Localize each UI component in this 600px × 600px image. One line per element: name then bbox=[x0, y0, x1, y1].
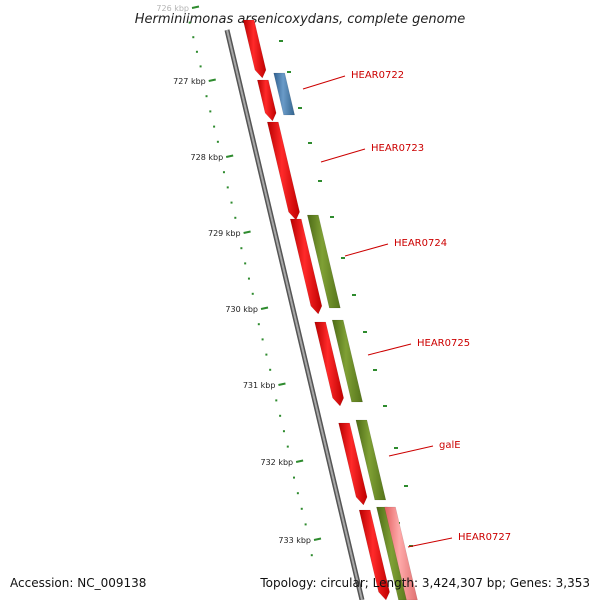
gene-label[interactable]: HEAR0727 bbox=[458, 532, 511, 543]
gene-leader-line bbox=[367, 343, 412, 356]
cds-feature[interactable] bbox=[384, 506, 418, 600]
major-tick bbox=[225, 154, 234, 158]
tick-label: 726 kbp bbox=[156, 4, 189, 13]
tick-label: 728 kbp bbox=[191, 153, 224, 162]
major-tick bbox=[208, 78, 216, 82]
gene-leader-line bbox=[320, 148, 366, 163]
major-tick bbox=[243, 230, 251, 234]
major-tick bbox=[313, 537, 322, 541]
cds-feature[interactable] bbox=[289, 218, 323, 315]
cog-feature[interactable] bbox=[306, 214, 341, 309]
gene-features bbox=[242, 19, 418, 600]
tick-label: 730 kbp bbox=[225, 305, 258, 314]
cog-feature[interactable] bbox=[355, 419, 387, 501]
major-tick bbox=[295, 459, 304, 463]
cds-feature[interactable] bbox=[257, 79, 277, 122]
genome-backbone-highlight bbox=[226, 29, 363, 600]
tick-label: 731 kbp bbox=[243, 381, 276, 390]
gene-label[interactable]: HEAR0725 bbox=[417, 338, 470, 349]
tick-label: 732 kbp bbox=[261, 458, 294, 467]
tick-label: 727 kbp bbox=[173, 77, 206, 86]
scale-ticks bbox=[188, 5, 413, 557]
cds-feature[interactable] bbox=[242, 19, 267, 79]
cds-feature[interactable] bbox=[338, 422, 368, 506]
gene-label[interactable]: HEAR0723 bbox=[371, 143, 424, 154]
map-title: Herminiimonas arsenicoxydans, complete g… bbox=[135, 12, 465, 27]
gene-leader-line bbox=[344, 243, 389, 257]
gene-label[interactable]: HEAR0722 bbox=[351, 70, 404, 81]
cds-feature[interactable] bbox=[358, 509, 390, 600]
gene-leader-line bbox=[407, 537, 453, 548]
major-tick bbox=[278, 382, 286, 386]
gene-leader-line bbox=[388, 445, 434, 457]
tick-label: 729 kbp bbox=[208, 229, 241, 238]
major-tick bbox=[191, 5, 200, 9]
cog-feature[interactable] bbox=[331, 319, 363, 403]
gene-label[interactable]: galE bbox=[439, 440, 461, 451]
major-tick bbox=[260, 306, 269, 310]
scale-tick-labels: 726 kbp 727 kbp 728 kbp 729 kbp 730 kbp 731 k… bbox=[156, 4, 311, 545]
gene-leader-line bbox=[302, 75, 346, 90]
gene-labels: HEAR0722 HEAR0723 HEAR0724 HEAR0725 galE HEAR… bbox=[302, 70, 511, 548]
cds-feature[interactable] bbox=[266, 121, 300, 221]
cog-feature[interactable] bbox=[273, 72, 295, 116]
gene-label[interactable]: HEAR0724 bbox=[394, 238, 447, 249]
accession-label: Accession: NC_009138 bbox=[10, 576, 146, 590]
genome-summary: Topology: circular; Length: 3,424,307 bp… bbox=[259, 576, 590, 590]
tick-label: 733 kbp bbox=[278, 536, 311, 545]
cds-feature[interactable] bbox=[314, 321, 344, 407]
